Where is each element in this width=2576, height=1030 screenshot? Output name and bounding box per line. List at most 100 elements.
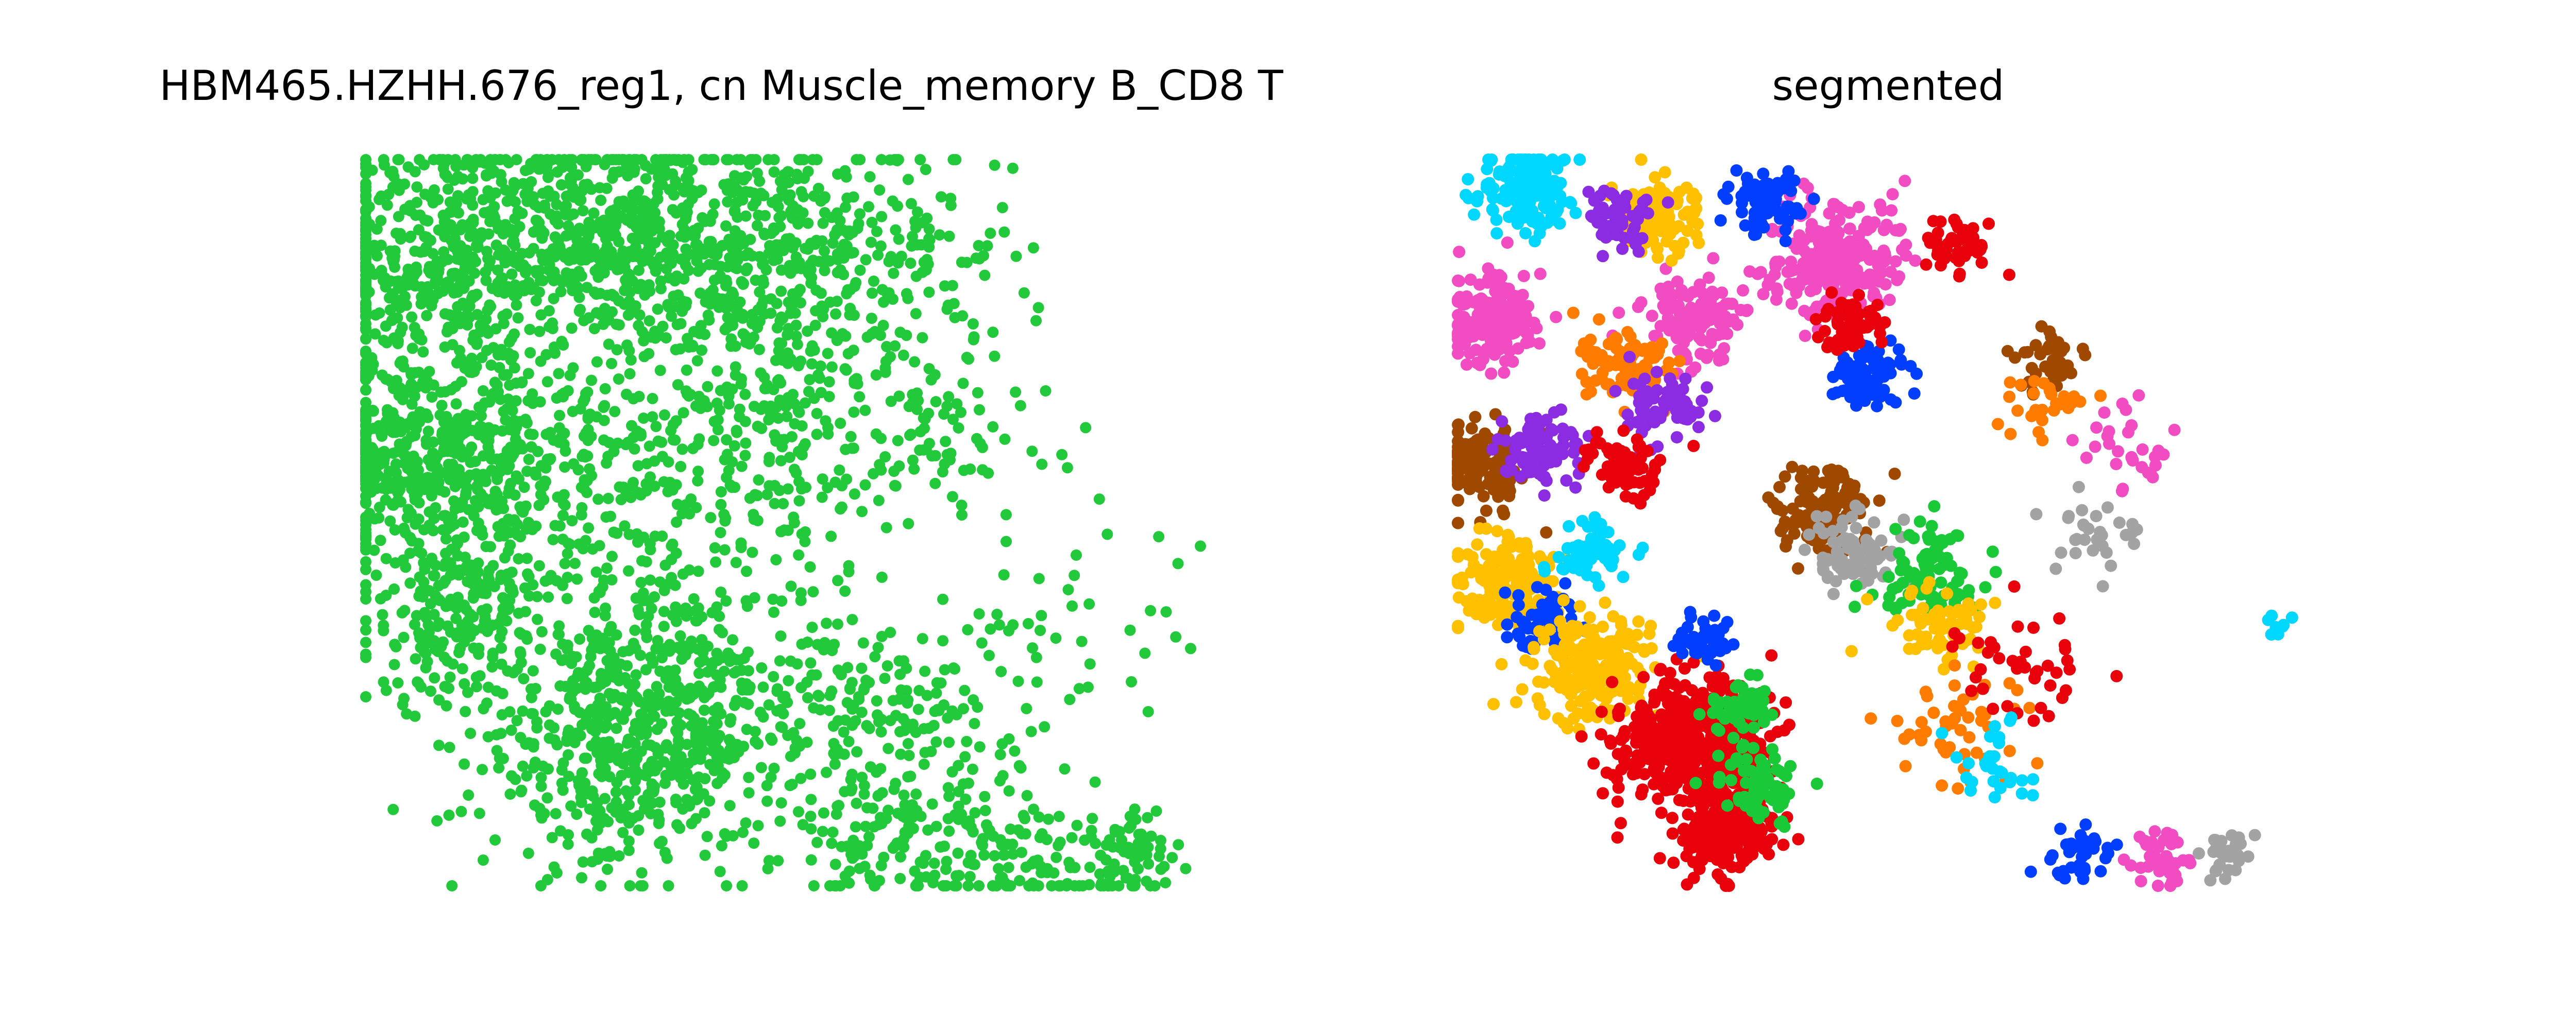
scatter-point bbox=[1466, 551, 1479, 563]
scatter-point bbox=[1489, 327, 1502, 339]
scatter-point bbox=[573, 305, 585, 317]
scatter-point bbox=[378, 154, 389, 165]
scatter-point bbox=[1453, 246, 1466, 259]
scatter-point bbox=[552, 235, 564, 247]
scatter-point bbox=[380, 320, 392, 332]
scatter-point bbox=[1501, 618, 1514, 631]
scatter-point bbox=[649, 207, 661, 219]
scatter-point bbox=[1537, 633, 1550, 646]
scatter-point bbox=[480, 314, 492, 325]
scatter-point bbox=[375, 190, 387, 202]
scatter-point bbox=[1460, 290, 1473, 303]
scatter-point bbox=[455, 254, 467, 266]
scatter-point bbox=[1554, 177, 1567, 190]
scatter-point bbox=[1452, 418, 1465, 431]
scatter-point bbox=[1485, 367, 1498, 380]
scatter-point bbox=[374, 307, 385, 319]
scatter-point bbox=[392, 154, 404, 165]
scatter-point bbox=[652, 186, 663, 198]
scatter-point bbox=[1452, 493, 1464, 506]
scatter-point bbox=[696, 345, 707, 356]
scatter-point bbox=[474, 326, 486, 338]
scatter-point bbox=[625, 354, 637, 366]
scatter-point bbox=[1455, 571, 1468, 584]
scatter-point bbox=[751, 220, 763, 231]
scatter-point bbox=[564, 210, 576, 221]
scatter-point bbox=[1504, 454, 1517, 467]
scatter-point bbox=[1531, 581, 1544, 594]
scatter-point bbox=[597, 318, 609, 330]
scatter-point bbox=[541, 161, 553, 173]
scatter-point bbox=[720, 220, 732, 232]
scatter-point bbox=[1489, 468, 1502, 480]
scatter-point bbox=[533, 286, 545, 298]
scatter-point bbox=[360, 333, 371, 345]
scatter-point bbox=[501, 369, 513, 381]
scatter-point bbox=[360, 191, 371, 202]
scatter-point bbox=[1645, 620, 1657, 632]
scatter-point bbox=[1452, 622, 1464, 634]
scatter-point bbox=[1499, 434, 1512, 447]
scatter-point bbox=[1474, 323, 1487, 336]
scatter-point bbox=[606, 357, 617, 369]
scatter-point bbox=[683, 265, 694, 276]
scatter-point bbox=[413, 333, 425, 345]
scatter-point bbox=[1471, 564, 1484, 577]
scatter-point bbox=[609, 219, 621, 231]
scatter-point bbox=[1481, 163, 1494, 176]
scatter-point bbox=[400, 299, 412, 311]
scatter-point bbox=[1480, 548, 1493, 561]
scatter-point bbox=[417, 346, 429, 358]
scatter-point bbox=[548, 293, 560, 304]
scatter-point bbox=[438, 246, 450, 258]
scatter-point bbox=[480, 274, 492, 286]
scatter-point bbox=[511, 299, 522, 311]
scatter-point bbox=[409, 166, 421, 178]
scatter-point bbox=[511, 289, 523, 301]
scatter-point bbox=[1645, 642, 1658, 655]
scatter-point bbox=[1632, 684, 1645, 697]
scatter-point bbox=[1512, 627, 1524, 640]
scatter-point bbox=[1467, 443, 1480, 456]
scatter-point bbox=[467, 173, 479, 184]
scatter-point bbox=[548, 191, 560, 202]
scatter-point bbox=[406, 311, 418, 323]
scatter-point bbox=[1524, 165, 1537, 178]
scatter-point bbox=[509, 180, 521, 192]
scatter-point bbox=[664, 230, 675, 242]
scatter-point bbox=[1484, 585, 1497, 598]
scatter-point bbox=[1583, 611, 1596, 624]
scatter-point bbox=[360, 299, 371, 311]
scatter-point bbox=[381, 199, 393, 211]
scatter-point bbox=[433, 224, 445, 236]
scatter-point bbox=[549, 215, 561, 227]
scatter-point bbox=[452, 190, 464, 202]
scatter-point bbox=[1526, 567, 1538, 579]
scatter-point bbox=[1594, 642, 1606, 655]
scatter-point bbox=[484, 154, 496, 165]
scatter-point bbox=[1468, 208, 1481, 221]
scatter-point bbox=[1578, 650, 1591, 663]
scatter-point bbox=[555, 286, 567, 298]
scatter-point bbox=[1596, 621, 1609, 633]
scatter-point bbox=[1599, 596, 1612, 609]
scatter-point bbox=[1573, 600, 1586, 613]
scatter-point bbox=[1467, 476, 1480, 489]
scatter-point bbox=[490, 239, 502, 251]
scatter-point bbox=[363, 201, 375, 213]
scatter-point bbox=[601, 241, 613, 252]
scatter-point bbox=[483, 206, 495, 217]
scatter-point bbox=[1504, 315, 1517, 328]
scatter-point bbox=[467, 251, 479, 263]
scatter-point bbox=[1496, 575, 1509, 588]
scatter-point bbox=[516, 208, 528, 219]
scatter-point bbox=[633, 320, 645, 332]
scatter-point bbox=[1452, 274, 1465, 287]
scatter-point bbox=[514, 221, 526, 233]
scatter-point bbox=[1501, 631, 1514, 644]
scatter-point bbox=[484, 216, 496, 228]
scatter-point bbox=[1477, 490, 1490, 503]
scatter-point bbox=[447, 283, 459, 295]
scatter-point bbox=[418, 159, 430, 170]
scatter-point bbox=[1474, 458, 1487, 471]
